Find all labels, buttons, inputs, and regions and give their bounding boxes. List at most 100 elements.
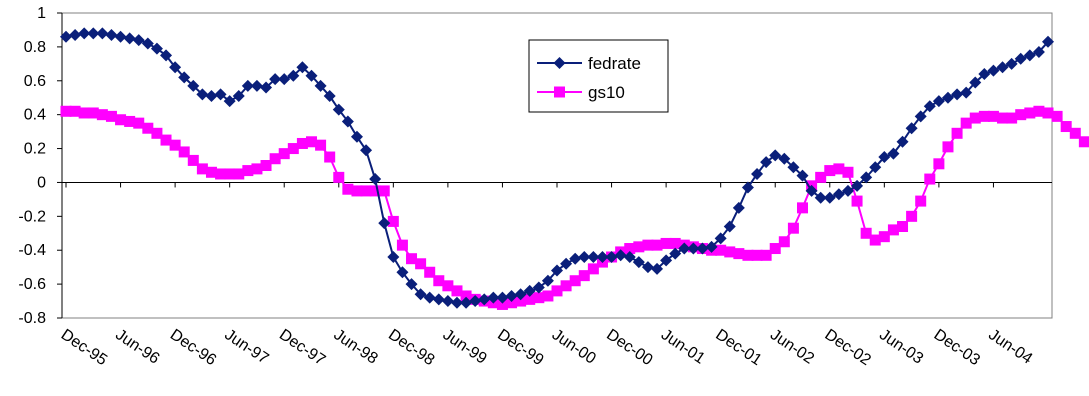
gs10-point: [733, 248, 745, 260]
gs10-point: [778, 236, 790, 248]
fedrate-point: [651, 262, 664, 275]
gs10-point: [542, 290, 554, 302]
fedrate-point: [560, 257, 573, 270]
fedrate-point: [914, 110, 927, 123]
fedrate-point: [150, 42, 163, 55]
gs10-point: [60, 105, 72, 117]
gs10-point: [260, 160, 272, 171]
fedrate-point: [605, 251, 618, 263]
fedrate-point: [1005, 57, 1018, 70]
gs10-point: [205, 166, 217, 178]
y-tick-label: -0.6: [18, 276, 46, 293]
fedrate-point: [460, 296, 473, 309]
fedrate-point: [741, 181, 754, 194]
fedrate-point: [860, 171, 873, 184]
gs10-point: [224, 168, 236, 180]
gs10-point: [587, 263, 599, 275]
fedrate-point: [60, 30, 72, 43]
gs10-point: [624, 243, 636, 255]
fedrate-point: [932, 95, 945, 108]
gs10-point: [306, 136, 317, 148]
fedrate-point: [350, 130, 363, 143]
fedrate-series: [60, 27, 1054, 309]
y-tick-label: 0.8: [24, 39, 46, 56]
fedrate-point: [269, 73, 282, 86]
gs10-point: [524, 293, 536, 305]
fedrate-point: [523, 284, 536, 297]
gs10-point: [887, 224, 899, 236]
fedrate-legend-marker: [553, 57, 566, 69]
fedrate-point: [378, 217, 391, 230]
fedrate-point: [423, 291, 436, 304]
gs10-point: [278, 148, 290, 160]
gs10-point: [869, 234, 881, 246]
gs10-point: [515, 295, 527, 307]
fedrate-point: [332, 103, 345, 116]
fedrate-point: [532, 281, 545, 294]
gs10-point: [151, 127, 163, 139]
gs10-point: [406, 253, 418, 265]
fedrate-point: [978, 68, 991, 80]
gs10-point: [96, 109, 108, 121]
gs10-point: [396, 239, 408, 251]
gs10-point: [915, 195, 927, 207]
gs10-point: [833, 163, 845, 175]
gs10-point: [269, 153, 281, 165]
fedrate-point: [105, 29, 118, 42]
fedrate-point: [178, 71, 191, 84]
fedrate-point: [87, 27, 100, 40]
fedrate-point: [796, 169, 809, 182]
gs10-point: [669, 237, 681, 249]
fedrate-point: [396, 266, 409, 279]
gs10-point: [1060, 121, 1072, 133]
fedrate-point: [232, 90, 245, 103]
fedrate-point: [387, 251, 400, 263]
fedrate-point: [96, 27, 109, 40]
gs10-point: [987, 110, 999, 122]
gs10-point: [633, 241, 645, 253]
gs10-point: [378, 185, 390, 197]
fedrate-point: [705, 240, 718, 253]
gs10-point: [133, 117, 145, 129]
fedrate-point: [414, 288, 427, 301]
gs10-point: [969, 112, 981, 124]
gs10-point: [78, 107, 90, 119]
fedrate-point: [369, 173, 382, 186]
y-tick-label: 0: [37, 174, 46, 191]
gs10-point: [187, 154, 199, 166]
gs10-point: [551, 285, 563, 297]
fedrate-point: [841, 184, 854, 197]
fedrate-point: [260, 81, 273, 94]
fedrate-point: [732, 201, 745, 214]
gs10-point: [824, 165, 836, 177]
fedrate-point: [278, 73, 291, 86]
fedrate-point: [787, 161, 800, 174]
fedrate-point: [769, 149, 782, 162]
gs10-point: [69, 105, 81, 117]
gs10-point: [842, 166, 854, 178]
gs10-point: [360, 185, 372, 197]
fedrate-point: [514, 288, 527, 301]
gs10-point: [1024, 107, 1036, 119]
gs10-point: [333, 171, 345, 183]
fedrate-point: [905, 122, 918, 135]
fedrate-point: [587, 251, 600, 263]
y-tick-label: 0.4: [24, 107, 46, 124]
fedrate-point: [169, 61, 182, 74]
gs10-point: [105, 110, 117, 122]
y-axis: 1 0.8 0.6 0.4 0.2 0 -0.2 -0.4 -0.6 -0.8: [18, 5, 63, 327]
gs10-point: [533, 292, 545, 304]
gs10-point: [196, 163, 208, 175]
fedrate-point: [296, 61, 309, 74]
gs10-point: [651, 239, 663, 251]
gs10-legend-marker: [554, 86, 565, 98]
fedrate-point: [114, 30, 127, 43]
fedrate-point: [596, 251, 609, 263]
gs10-point: [251, 163, 263, 175]
fedrate-point: [141, 37, 154, 50]
fedrate-point: [360, 144, 373, 157]
gs10-point: [460, 290, 472, 302]
fedrate-point: [923, 100, 936, 113]
gs10-point: [1006, 112, 1018, 124]
fedrate-point: [341, 115, 354, 128]
